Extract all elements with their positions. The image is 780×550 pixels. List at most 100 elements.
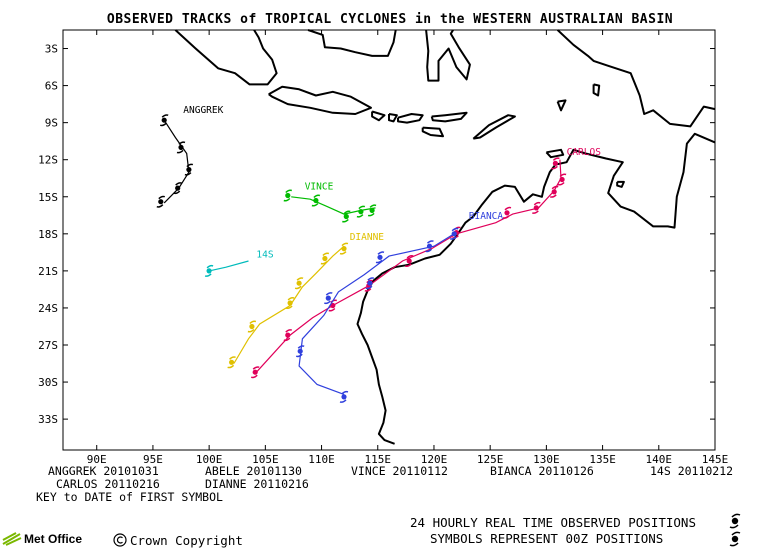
- storm-label-14s: 14S: [256, 249, 273, 260]
- cyclone-position-symbol: [557, 173, 567, 186]
- key-abele: ABELE 20101130: [205, 464, 302, 478]
- axis-ticks: 3S 6S 9S 12S 15S 18S 21S 24S 27S 30S 33S 90E 95E 100E…: [38, 30, 728, 466]
- lat-tick-label: 3S: [45, 43, 58, 56]
- lon-tick-label: 130E: [533, 453, 560, 466]
- key-anggrek: ANGGREK 20101031: [48, 464, 159, 478]
- coast-timor: [472, 114, 516, 140]
- track-anggrek: ANGGREK: [156, 105, 224, 208]
- lat-tick-label: 21S: [38, 265, 58, 278]
- lon-tick-label: 105E: [252, 453, 279, 466]
- coast-new-guinea: [556, 29, 716, 128]
- cyclone-position-symbol: [449, 227, 459, 240]
- map-title: OBSERVED TRACKS of TROPICAL CYCLONES in …: [106, 12, 674, 27]
- coast-bali: [371, 110, 386, 122]
- cyclone-position-symbol: [283, 329, 293, 342]
- cyclone-position-symbol: [285, 297, 295, 309]
- cyclone-position-symbol: [159, 114, 169, 127]
- track-line-vince: [291, 196, 376, 215]
- storm-label-bianca: BIANCA: [469, 211, 504, 222]
- cyclone-position-symbol: [324, 292, 333, 305]
- storm-label-carlos: CARLOS: [567, 147, 602, 158]
- lat-tick-label: 12S: [38, 154, 58, 167]
- coast-flores: [430, 111, 468, 123]
- lat-tick-label: 30S: [38, 376, 58, 389]
- cyclone-position-symbol: [227, 356, 236, 369]
- key-14s: 14S 20110212: [650, 464, 734, 478]
- lon-tick-label: 125E: [477, 453, 504, 466]
- copyright-text: Crown Copyright: [130, 533, 243, 548]
- key-carlos: CARLOS 20110216: [56, 477, 160, 491]
- cyclone-position-symbol: [176, 141, 186, 154]
- lon-tick-label: 95E: [143, 453, 163, 466]
- met-office-logo-text: Met Office: [24, 532, 83, 546]
- copyright-icon: [113, 533, 127, 547]
- coast-tanimbar: [556, 99, 567, 112]
- coast-groote: [616, 180, 625, 188]
- key-vince: VINCE 20110112: [351, 464, 448, 478]
- key-dianne: DIANNE 20110216: [205, 477, 309, 491]
- cyclone-position-symbol: [320, 252, 330, 265]
- track-line-anggrek: [163, 119, 190, 204]
- cyclone-position-symbol: [250, 366, 260, 379]
- cyclone-position-symbol: [375, 251, 385, 264]
- lat-tick-label: 24S: [38, 302, 58, 315]
- coast-java: [268, 85, 372, 115]
- coastlines: [174, 29, 716, 445]
- cyclone-symbol-icon: [729, 513, 741, 547]
- lon-tick-label: 140E: [646, 453, 673, 466]
- lat-tick-label: 6S: [45, 80, 58, 93]
- cyclone-position-symbol: [356, 205, 366, 218]
- cyclone-position-symbol: [365, 277, 375, 290]
- legend-note-00z: SYMBOLS REPRESENT 00Z POSITIONS: [430, 531, 664, 546]
- lon-tick-label: 110E: [308, 453, 335, 466]
- track-dianne: DIANNE: [227, 232, 385, 369]
- coast-aru: [592, 83, 601, 97]
- coast-sulawesi: [425, 29, 471, 82]
- cyclone-position-symbol: [173, 182, 182, 195]
- cyclone-position-symbol: [328, 299, 338, 312]
- track-line-14s: [208, 260, 249, 272]
- coast-melville: [545, 148, 565, 159]
- coast-australia: [356, 132, 716, 445]
- lat-tick-label: 33S: [38, 413, 58, 426]
- storm-label-anggrek: ANGGREK: [183, 105, 223, 116]
- cyclone-position-symbol: [551, 157, 560, 170]
- key-bianca: BIANCA 20110126: [490, 464, 594, 478]
- cyclone-position-symbol: [204, 264, 214, 277]
- key-caption: KEY to DATE of FIRST SYMBOL: [36, 490, 223, 504]
- cyclone-tracks: ANGGREK VINCE DIANNE 14S CARLOS BIANCA: [156, 105, 602, 403]
- coast-sumba: [421, 126, 444, 138]
- lat-tick-label: 18S: [38, 228, 58, 241]
- cyclone-position-symbol: [311, 194, 321, 207]
- lat-tick-label: 15S: [38, 191, 58, 204]
- cyclone-position-symbol: [425, 240, 434, 253]
- cyclone-position-symbol: [247, 320, 257, 333]
- lon-tick-label: 120E: [421, 453, 448, 466]
- cyclone-position-symbol: [294, 277, 304, 290]
- track-carlos: CARLOS: [250, 147, 602, 379]
- legend-note-24hourly: 24 HOURLY REAL TIME OBSERVED POSITIONS: [410, 515, 696, 530]
- cyclone-position-symbol: [156, 195, 166, 208]
- cyclone-position-symbol: [549, 185, 559, 198]
- storm-label-vince: VINCE: [305, 181, 334, 192]
- cyclone-position-symbol: [342, 210, 351, 223]
- map-frame: [62, 29, 716, 451]
- coast-sumbawa: [397, 113, 424, 124]
- lat-tick-label: 9S: [45, 117, 58, 130]
- cyclone-position-symbol: [339, 242, 349, 255]
- lat-tick-label: 27S: [38, 339, 58, 352]
- track-line-bianca: [298, 233, 455, 395]
- lon-tick-label: 90E: [87, 453, 107, 466]
- coast-sumatra: [174, 29, 278, 86]
- cyclone-position-symbol: [184, 163, 194, 176]
- track-line-dianne: [233, 245, 345, 364]
- cyclone-position-symbol: [295, 345, 305, 358]
- cyclone-position-symbol: [339, 390, 349, 403]
- storm-label-dianne: DIANNE: [350, 232, 385, 243]
- track-vince: VINCE: [283, 181, 377, 223]
- cyclone-position-symbol: [283, 189, 293, 202]
- coast-borneo: [307, 29, 397, 57]
- track-bianca: BIANCA: [295, 211, 504, 403]
- lon-tick-label: 100E: [196, 453, 223, 466]
